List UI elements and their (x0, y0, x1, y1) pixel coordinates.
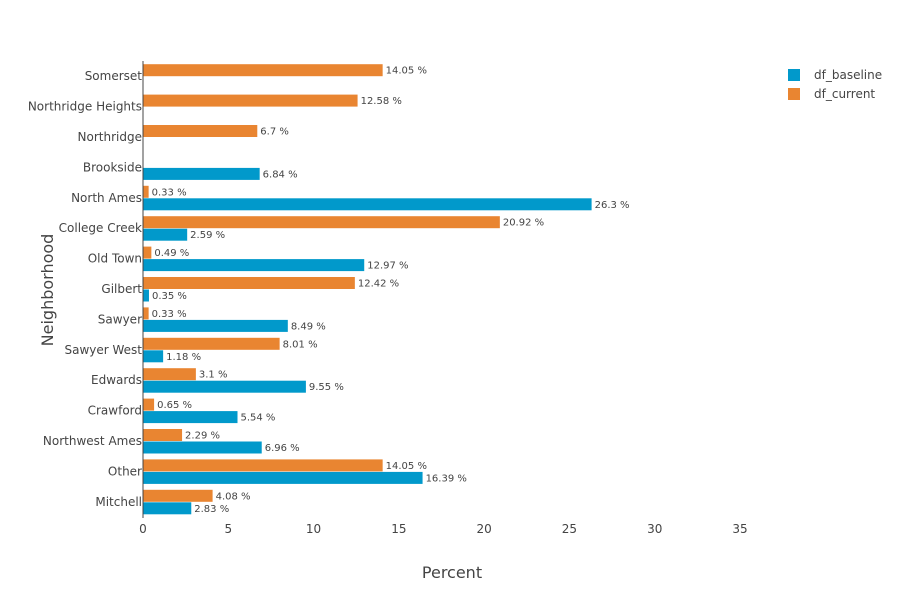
data-label-df_current: 12.42 % (358, 279, 399, 290)
data-label-df_baseline: 0.35 % (152, 291, 187, 302)
data-label-df_current: 20.92 % (503, 218, 544, 229)
bar-df_baseline[interactable] (143, 289, 149, 302)
x-tick-label: 30 (647, 522, 662, 536)
bar-df_baseline[interactable] (143, 441, 262, 454)
bar-df_current[interactable] (143, 94, 358, 107)
bar-df_current[interactable] (143, 337, 280, 350)
category-label: Other (108, 464, 142, 478)
bar-df_baseline[interactable] (143, 259, 365, 272)
data-label-df_baseline: 1.18 % (166, 352, 201, 363)
data-label-df_baseline: 9.55 % (309, 382, 344, 393)
data-label-df_current: 0.33 % (152, 187, 187, 198)
bar-df_baseline[interactable] (143, 471, 423, 484)
x-tick-label: 20 (477, 522, 492, 536)
category-label: North Ames (71, 191, 142, 205)
category-label: Sawyer (98, 312, 142, 326)
data-label-df_current: 4.08 % (216, 491, 251, 502)
x-axis-title: Percent (422, 563, 482, 582)
category-label: Brookside (83, 160, 142, 174)
bar-df_current[interactable] (143, 459, 383, 472)
bar-df_current[interactable] (143, 216, 500, 229)
data-label-df_baseline: 12.97 % (367, 261, 408, 272)
data-label-df_current: 0.33 % (152, 309, 187, 320)
bar-df_current[interactable] (143, 64, 383, 77)
data-label-df_current: 6.7 % (260, 127, 289, 138)
bar-df_current[interactable] (143, 277, 355, 289)
bar-df_baseline[interactable] (143, 198, 592, 211)
data-label-df_current: 0.65 % (157, 400, 192, 411)
x-tick-label: 10 (306, 522, 321, 536)
data-label-df_baseline: 6.84 % (263, 169, 298, 180)
bar-df_current[interactable] (143, 185, 149, 198)
category-label: Northwest Ames (43, 434, 142, 448)
bar-df_baseline[interactable] (143, 319, 288, 332)
legend-swatch-df_current[interactable] (788, 88, 800, 100)
category-label: College Creek (59, 221, 142, 235)
data-label-df_baseline: 2.83 % (194, 504, 229, 515)
category-label: Mitchell (95, 495, 142, 509)
bar-df_current[interactable] (143, 125, 258, 137)
category-label: Old Town (88, 252, 142, 266)
category-label: Edwards (91, 373, 142, 387)
category-label: Northridge (78, 130, 142, 144)
data-label-df_current: 3.1 % (199, 370, 228, 381)
category-label: Somerset (85, 69, 143, 83)
data-label-df_current: 14.05 % (386, 66, 427, 77)
x-tick-label: 5 (224, 522, 232, 536)
data-label-df_current: 8.01 % (283, 339, 318, 350)
data-label-df_current: 14.05 % (386, 461, 427, 472)
data-label-df_baseline: 2.59 % (190, 230, 225, 241)
bar-df_current[interactable] (143, 368, 196, 381)
data-label-df_current: 0.49 % (154, 248, 189, 259)
legend-label-df_baseline[interactable]: df_baseline (814, 68, 882, 82)
data-label-df_current: 12.58 % (361, 96, 402, 107)
legend[interactable]: df_baseline df_current (788, 68, 882, 101)
x-tick-label: 35 (732, 522, 747, 536)
bar-df_baseline[interactable] (143, 167, 260, 180)
data-label-df_baseline: 8.49 % (291, 321, 326, 332)
x-axis: 0 5 10 15 20 25 30 35 (139, 522, 747, 536)
data-label-df_current: 2.29 % (185, 431, 220, 442)
bar-df_baseline[interactable] (143, 380, 306, 393)
bar-df_baseline[interactable] (143, 350, 164, 363)
y-axis-title: Neighborhood (38, 234, 57, 347)
category-label: Northridge Heights (28, 100, 142, 114)
x-tick-label: 25 (562, 522, 577, 536)
category-label: Crawford (88, 404, 142, 418)
bar-df_current[interactable] (143, 429, 183, 441)
data-label-df_baseline: 26.3 % (595, 200, 630, 211)
y-axis: Somerset Northridge Heights Northridge Broo… (28, 61, 144, 518)
data-label-df_baseline: 5.54 % (240, 413, 275, 424)
category-label: Sawyer West (64, 343, 142, 357)
bar-df_current[interactable] (143, 246, 152, 259)
category-label: Gilbert (101, 282, 142, 296)
bar-df_baseline[interactable] (143, 502, 192, 515)
legend-label-df_current[interactable]: df_current (814, 87, 875, 101)
data-label-df_baseline: 16.39 % (426, 473, 467, 484)
legend-swatch-df_baseline[interactable] (788, 69, 800, 81)
bar-df_current[interactable] (143, 398, 155, 411)
x-tick-label: 0 (139, 522, 147, 536)
plot-area: 14.05 % 12.58 % 6.7 % 6.84 % 26.3 % 0.33 % 2.5… (143, 64, 630, 515)
bar-df_baseline[interactable] (143, 411, 238, 424)
bar-df_current[interactable] (143, 489, 213, 502)
bar-df_baseline[interactable] (143, 228, 188, 241)
data-label-df_baseline: 6.96 % (265, 443, 300, 454)
x-tick-label: 15 (391, 522, 406, 536)
bar-df_current[interactable] (143, 307, 149, 320)
